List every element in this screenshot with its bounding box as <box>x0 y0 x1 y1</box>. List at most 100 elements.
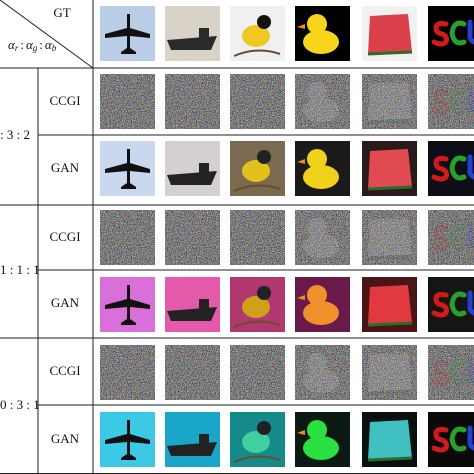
image <box>230 6 285 61</box>
method-label: CCGI <box>49 93 80 108</box>
image <box>428 6 474 61</box>
image <box>100 74 155 129</box>
bird <box>242 296 270 318</box>
noise <box>230 210 285 265</box>
method-label: GAN <box>51 431 80 446</box>
rind <box>367 456 413 462</box>
ghost <box>431 358 474 386</box>
image <box>165 345 220 400</box>
noise <box>230 74 285 129</box>
image <box>230 345 285 400</box>
rind <box>367 254 413 260</box>
melon <box>368 285 412 325</box>
noise <box>428 210 474 265</box>
letter-c <box>449 224 467 250</box>
rind <box>367 185 413 191</box>
noise <box>100 345 155 400</box>
sep: : <box>39 37 43 52</box>
image-bg <box>165 6 220 61</box>
image <box>295 277 350 332</box>
image <box>165 277 220 332</box>
ship-tower <box>199 299 209 309</box>
ship <box>167 307 217 321</box>
image <box>295 141 350 196</box>
image <box>295 210 350 265</box>
sub: b <box>52 43 57 53</box>
duck-head <box>307 218 327 238</box>
noise <box>100 210 155 265</box>
noise <box>428 345 474 400</box>
duck-head <box>307 82 327 102</box>
beak <box>297 159 305 164</box>
letter-s <box>431 427 449 453</box>
duck-head <box>307 285 327 305</box>
noise <box>165 210 220 265</box>
letter-s <box>431 21 449 47</box>
duck-head <box>307 14 327 34</box>
image <box>428 412 474 467</box>
image <box>100 277 155 332</box>
image <box>100 141 155 196</box>
image <box>362 6 417 61</box>
melon <box>368 149 412 189</box>
image <box>230 141 285 196</box>
ship <box>167 442 217 456</box>
ratio-label: 1 : 1 : 1 <box>0 262 40 277</box>
duck <box>303 234 339 258</box>
letter-u <box>467 154 474 180</box>
duck-head <box>307 420 327 440</box>
duck <box>303 301 339 325</box>
alpha: α <box>26 37 34 52</box>
noise <box>362 74 417 129</box>
alpha: α <box>8 37 16 52</box>
rind <box>367 389 413 395</box>
sub: r <box>15 43 19 53</box>
ghost <box>367 218 413 260</box>
noise <box>295 74 350 129</box>
letter-c <box>449 426 467 452</box>
image <box>362 74 417 129</box>
letter-u <box>467 290 474 316</box>
ship-tower <box>199 28 209 38</box>
plane <box>105 285 150 325</box>
bird <box>242 25 270 47</box>
duck <box>303 98 339 122</box>
image <box>295 345 350 400</box>
noise <box>165 74 220 129</box>
noise <box>295 345 350 400</box>
alpha: α <box>45 37 53 52</box>
image <box>428 74 474 129</box>
plane <box>105 420 150 460</box>
image <box>362 412 417 467</box>
beak <box>297 228 305 233</box>
duck <box>303 165 339 189</box>
method-label: CCGI <box>49 229 80 244</box>
noise <box>230 345 285 400</box>
beak <box>297 363 305 368</box>
letter-c <box>449 155 467 181</box>
image <box>230 412 285 467</box>
letter-c <box>449 20 467 46</box>
method-label: GAN <box>51 295 80 310</box>
branch <box>233 320 281 328</box>
noise <box>428 74 474 129</box>
noise <box>100 74 155 129</box>
letter-s <box>431 292 449 318</box>
method-label: CCGI <box>49 363 80 378</box>
beak <box>297 430 305 435</box>
image <box>428 277 474 332</box>
ghost <box>297 353 339 393</box>
gt-label: GT <box>53 5 70 20</box>
image <box>295 412 350 467</box>
letter-s <box>431 89 449 115</box>
image-bg <box>165 412 220 467</box>
letter-u <box>467 223 474 249</box>
ghost <box>367 353 413 395</box>
melon <box>368 14 412 54</box>
melon <box>368 218 412 258</box>
ratio-label: 0 : 3 : 1 <box>0 397 40 412</box>
ghost <box>367 82 413 124</box>
image <box>230 74 285 129</box>
ratio-label: : 3 : 2 <box>0 127 30 142</box>
